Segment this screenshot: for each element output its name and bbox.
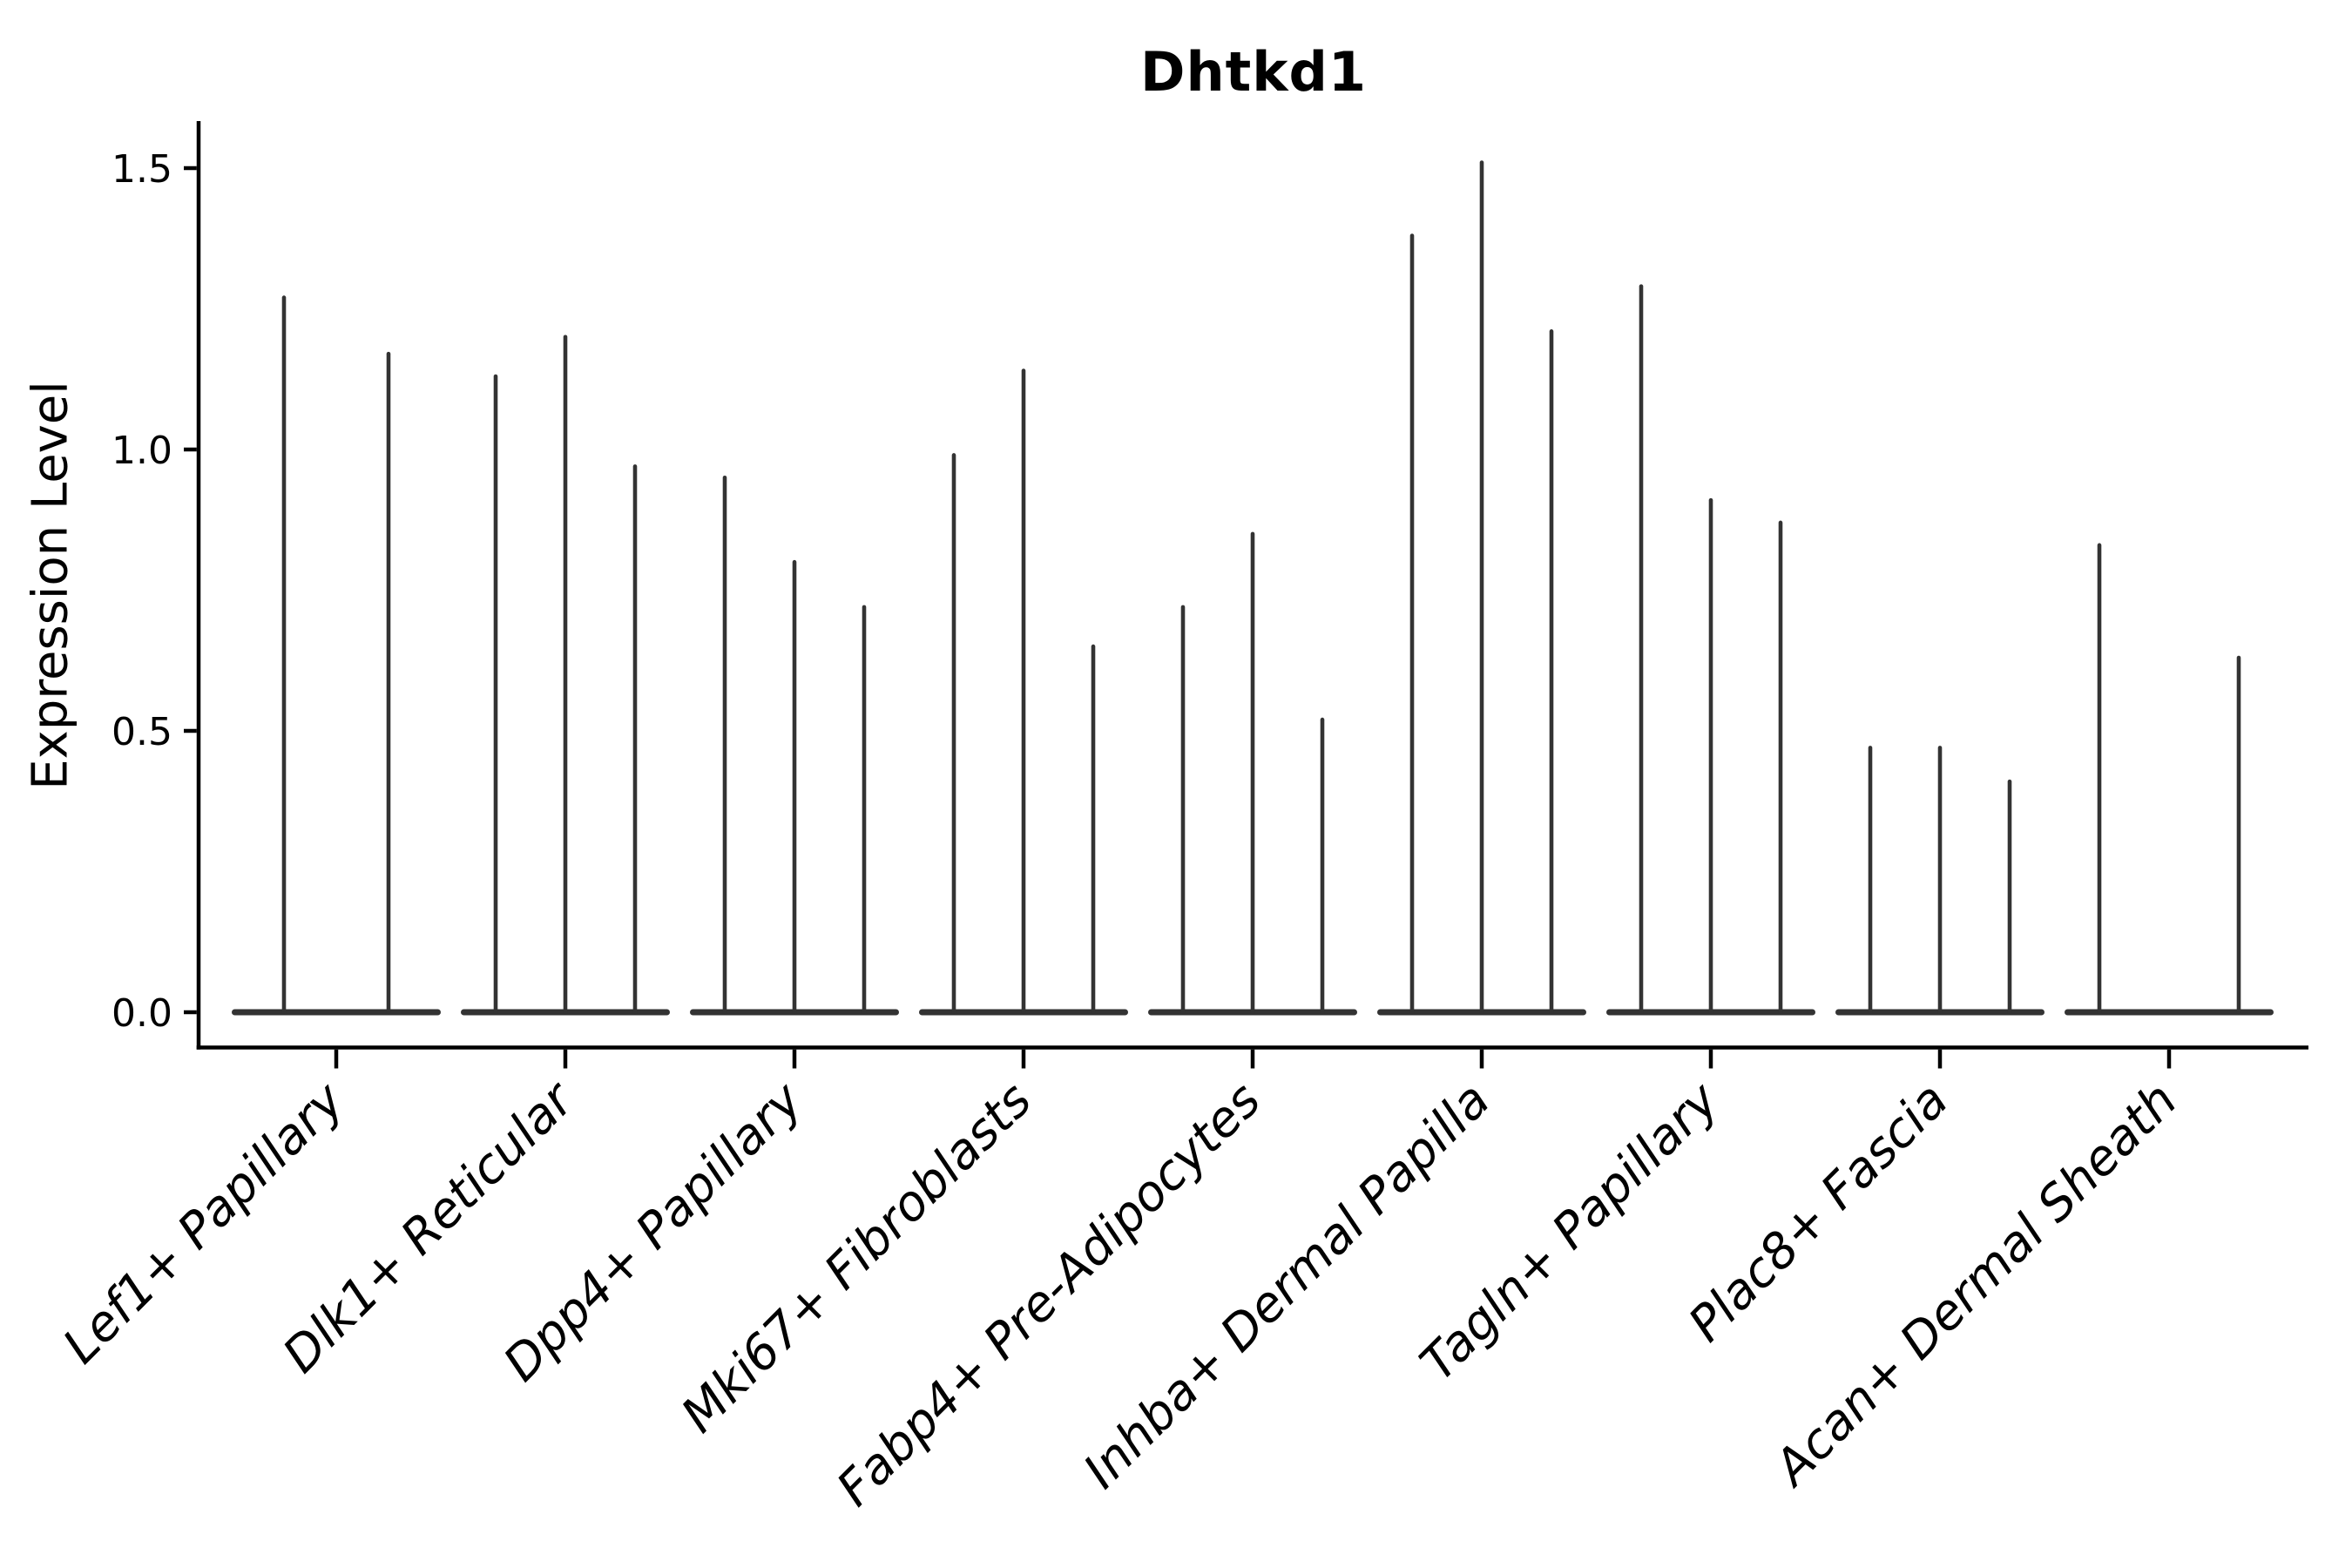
x-tick-label: Acan+ Dermal Sheath [1762,1071,2188,1497]
chart-title: Dhtkd1 [1140,40,1367,104]
y-tick-label: 1.5 [112,147,172,192]
violin-base [232,1009,441,1016]
x-tick-label: Inhba+ Dermal Papilla [1073,1071,1501,1499]
y-tick-label: 0.5 [112,710,172,754]
y-tick-label: 0.0 [112,991,172,1036]
x-tick-label: Fabp4+ Pre-Adipocytes [827,1071,1272,1517]
violin-base [2065,1009,2274,1016]
y-tick-label: 1.0 [112,429,172,473]
